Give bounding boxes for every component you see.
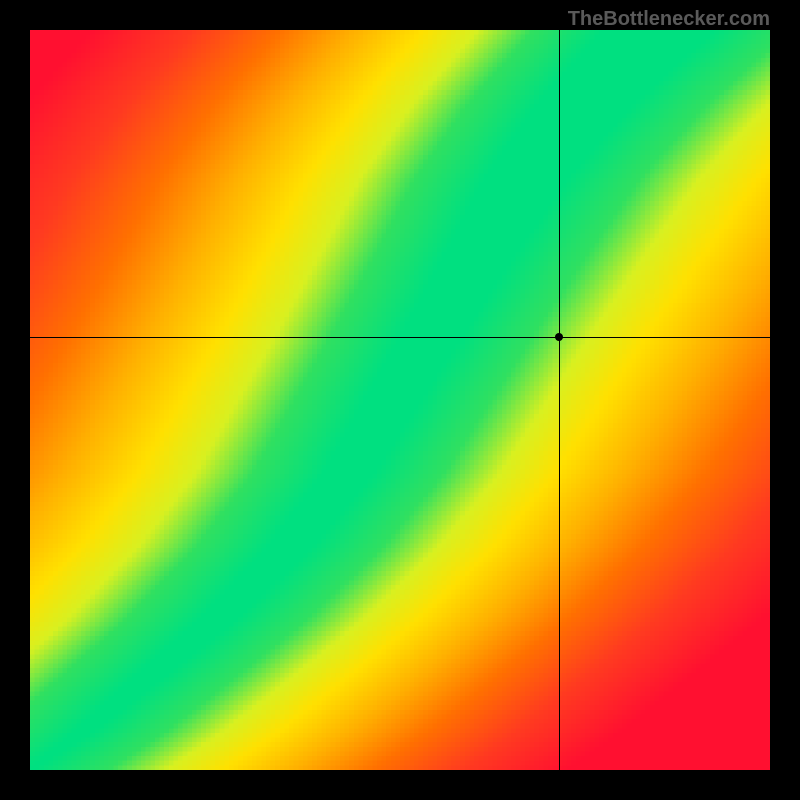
crosshair-vertical: [559, 30, 560, 770]
heatmap-plot-area: [30, 30, 770, 770]
heatmap-canvas: [30, 30, 770, 770]
crosshair-marker: [555, 333, 563, 341]
watermark-text: TheBottlenecker.com: [568, 8, 770, 31]
crosshair-horizontal: [30, 337, 770, 338]
